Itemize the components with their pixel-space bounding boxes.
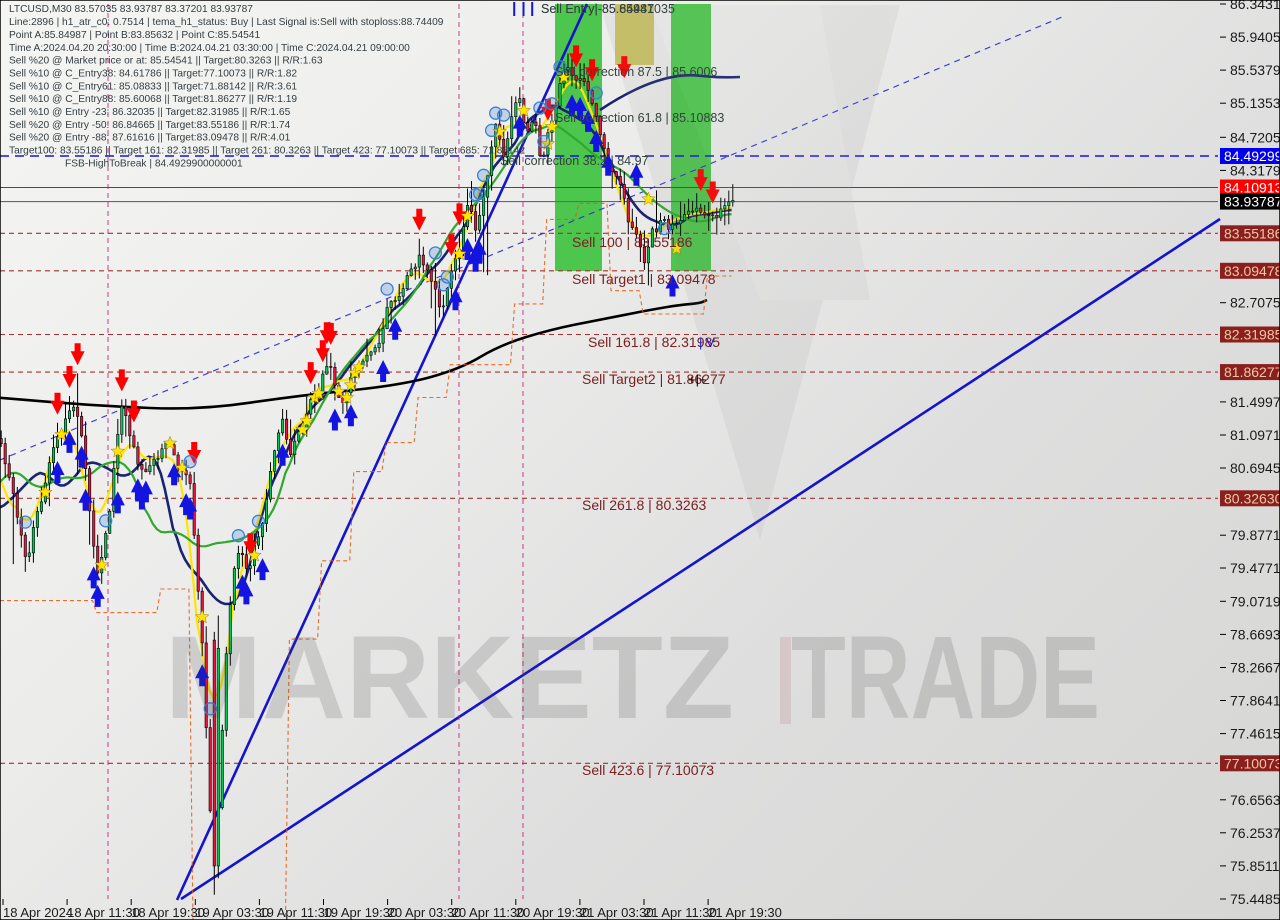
svg-text:81.86277: 81.86277 (1224, 364, 1280, 380)
svg-text:19 Apr 11:30: 19 Apr 11:30 (259, 905, 332, 920)
svg-text:Sell Entry|-85.65441035: Sell Entry|-85.65441035 (541, 2, 675, 16)
svg-text:20 Apr 19:30: 20 Apr 19:30 (516, 905, 590, 920)
svg-text:79.47710: 79.47710 (1230, 560, 1280, 576)
svg-text:80.69450: 80.69450 (1230, 460, 1280, 476)
svg-text:75.44850: 75.44850 (1230, 891, 1280, 907)
svg-text:Line:2896 | h1_atr_c0: 0.7514: Line:2896 | h1_atr_c0: 0.7514 | tema_h1_… (9, 17, 444, 28)
svg-text:85.94050: 85.94050 (1230, 29, 1280, 45)
svg-text:Sell %10 @ C_Entry88: 85.60068: Sell %10 @ C_Entry88: 85.60068 || Target… (9, 94, 297, 105)
svg-text:76.25370: 76.25370 (1230, 825, 1280, 841)
svg-text:LTCUSD,M30 83.57035 83.93787: LTCUSD,M30 83.57035 83.93787 83.37201 83… (9, 4, 253, 15)
svg-text:Sell %10 @ C_Entry38: 84.61786: Sell %10 @ C_Entry38: 84.61786 || Target… (9, 69, 297, 80)
svg-text:Sell correction 38.2 | 84.97: Sell correction 38.2 | 84.97 (500, 154, 649, 168)
svg-text:Sell %20 @ Entry -88: 87.61616: Sell %20 @ Entry -88: 87.61616 || Target… (9, 133, 291, 144)
svg-text:Sell %20 @ Entry -50: 86.84665: Sell %20 @ Entry -50: 86.84665 || Target… (9, 120, 291, 131)
svg-text:86.34310: 86.34310 (1230, 0, 1280, 12)
svg-text:TRADE: TRADE (791, 612, 1100, 744)
svg-text:84.72050: 84.72050 (1230, 129, 1280, 145)
svg-text:85.13530: 85.13530 (1230, 95, 1280, 111)
svg-text:18 Apr 19:30: 18 Apr 19:30 (131, 905, 205, 920)
svg-text:82.70750: 82.70750 (1230, 295, 1280, 311)
svg-text:77.86410: 77.86410 (1230, 693, 1280, 709)
svg-text:21 Apr 03:30: 21 Apr 03:30 (580, 905, 654, 920)
svg-text:Sell 423.6 | 77.10073: Sell 423.6 | 77.10073 (582, 762, 714, 778)
svg-text:20 Apr 03:30: 20 Apr 03:30 (388, 905, 462, 920)
svg-text:FSB-HighToBreak | 84.492990000: FSB-HighToBreak | 84.4929900000001 (65, 158, 243, 169)
svg-text:Sell 261.8 | 80.3263: Sell 261.8 | 80.3263 (582, 497, 707, 513)
svg-text:MARKETZ: MARKETZ (165, 612, 734, 744)
svg-text:20 Apr 11:30: 20 Apr 11:30 (452, 905, 525, 920)
svg-text:83.55186: 83.55186 (1224, 225, 1280, 241)
svg-text:Sell %10 @ Entry -23: 86.32035: Sell %10 @ Entry -23: 86.32035 || Target… (9, 107, 291, 118)
svg-text:84.49299: 84.49299 (1224, 148, 1280, 164)
svg-text:Sell Target1 | 83.09478: Sell Target1 | 83.09478 (572, 271, 716, 287)
svg-text:84.31790: 84.31790 (1230, 162, 1280, 178)
svg-text:77.10073: 77.10073 (1224, 755, 1280, 771)
svg-text:83.09478: 83.09478 (1224, 263, 1280, 279)
svg-text:79.07190: 79.07190 (1230, 593, 1280, 609)
svg-text:21 Apr 19:30: 21 Apr 19:30 (708, 905, 782, 920)
svg-text:18 Apr 11:30: 18 Apr 11:30 (67, 905, 140, 920)
svg-text:Sell correction 87.5 | 85.6006: Sell correction 87.5 | 85.6006 (555, 65, 717, 79)
svg-text:78.66930: 78.66930 (1230, 626, 1280, 642)
svg-text:Point A:85.84987 | Point B:83.: Point A:85.84987 | Point B:83.85632 | Po… (9, 30, 260, 41)
svg-text:78.26670: 78.26670 (1230, 660, 1280, 676)
svg-text:75.85110: 75.85110 (1230, 858, 1280, 874)
svg-text:79.87710: 79.87710 (1230, 527, 1280, 543)
svg-text:76.65630: 76.65630 (1230, 792, 1280, 808)
svg-text:19 Apr 19:30: 19 Apr 19:30 (324, 905, 398, 920)
svg-text:Sell %10 @ C_Entry61: 85.08833: Sell %10 @ C_Entry61: 85.08833 || Target… (9, 81, 297, 92)
svg-text:| V: | V (699, 335, 715, 350)
svg-text:80.32630: 80.32630 (1224, 490, 1280, 506)
svg-text:Sell 100 | 83.55186: Sell 100 | 83.55186 (572, 234, 693, 250)
svg-text:85.53790: 85.53790 (1230, 62, 1280, 78)
svg-text:18 Apr 2024: 18 Apr 2024 (3, 905, 73, 920)
svg-text:Sell %20 @ Market price or at:: Sell %20 @ Market price or at: 85.54541 … (9, 56, 323, 67)
svg-text:Sell correction 61.8 | 85.1088: Sell correction 61.8 | 85.10883 (555, 111, 724, 125)
svg-text:77.46150: 77.46150 (1230, 726, 1280, 742)
svg-text:83.93787: 83.93787 (1224, 194, 1280, 210)
svg-text:21 Apr 11:30: 21 Apr 11:30 (644, 905, 717, 920)
svg-text:+|+: +|+ (688, 372, 707, 387)
svg-text:Time A:2024.04.20 20:30:00 | T: Time A:2024.04.20 20:30:00 | Time B:2024… (9, 43, 410, 54)
svg-text:81.09710: 81.09710 (1230, 427, 1280, 443)
svg-text:Target100: 83.55186 || Target: Target100: 83.55186 || Target 161: 82.31… (9, 146, 525, 157)
svg-text:19 Apr 03:30: 19 Apr 03:30 (195, 905, 269, 920)
svg-text:82.31985: 82.31985 (1224, 327, 1280, 343)
svg-text:81.49970: 81.49970 (1230, 394, 1280, 410)
